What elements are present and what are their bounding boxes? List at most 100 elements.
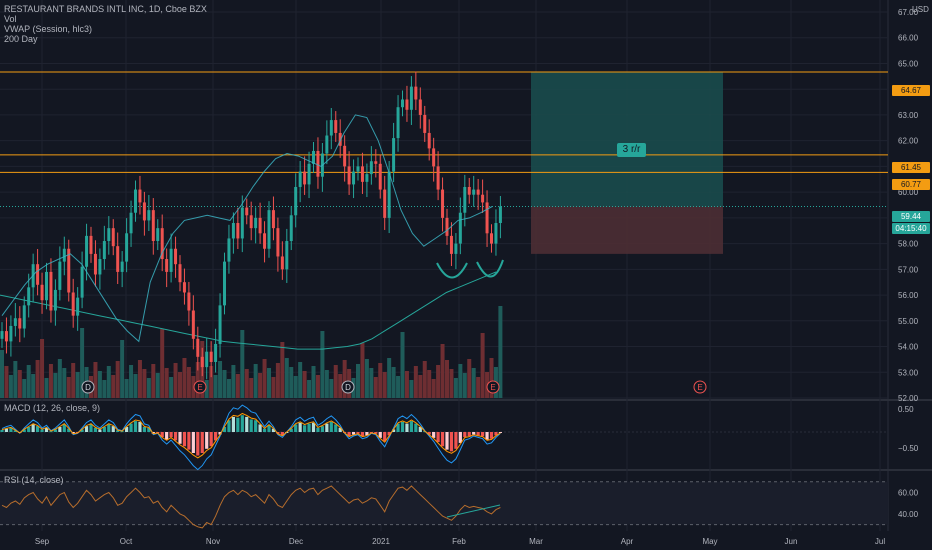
event-marker-letter: E [197, 383, 202, 392]
volume-bar [498, 306, 503, 398]
macd-histogram-bar [98, 429, 102, 432]
volume-bar [404, 371, 409, 398]
macd-histogram-bar [396, 423, 400, 432]
volume-bar [267, 368, 271, 398]
macd-histogram-bar [173, 432, 178, 441]
macd-histogram-bar [271, 428, 276, 432]
vwap-legend[interactable]: VWAP (Session, hlc3) [4, 24, 93, 34]
candle-body [89, 235, 93, 254]
volume-bar [436, 365, 441, 398]
volume-bar [142, 369, 147, 398]
candle-body [303, 171, 307, 185]
candle-body [187, 292, 191, 311]
macd-histogram-bar [489, 432, 494, 439]
macd-histogram-bar [80, 429, 84, 432]
volume-bar [364, 359, 369, 398]
volume-bar [62, 368, 67, 398]
macd-histogram-bar [142, 426, 146, 432]
candle-body [369, 161, 373, 175]
rsi-band [0, 481, 888, 525]
candle-body [120, 261, 124, 272]
candle-body [356, 166, 360, 172]
candle-body [45, 271, 48, 301]
risk-reward-label[interactable]: 3 r/r [617, 143, 646, 157]
macd-histogram-bar [258, 424, 262, 432]
candle-body [196, 338, 200, 357]
symbol-title[interactable]: RESTAURANT BRANDS INTL INC, 1D, Cboe BZX [4, 4, 207, 14]
candle-body [472, 189, 476, 195]
volume-bar [453, 378, 458, 398]
volume-bar [320, 331, 325, 398]
macd-histogram-bar [84, 426, 89, 432]
price-tick-label: 67.00 [898, 8, 919, 17]
volume-bar [244, 369, 249, 398]
macd-histogram-bar [147, 427, 151, 432]
position-stop-zone [531, 206, 723, 254]
candle-body [476, 189, 480, 195]
candle-body [40, 284, 44, 301]
macd-histogram-bar [360, 432, 365, 437]
macd-histogram-bar [67, 428, 71, 432]
candle-body [58, 261, 62, 290]
hline-price-tag[interactable]: 64.67 [892, 85, 930, 96]
candle-body [76, 297, 80, 316]
volume-bar [182, 358, 187, 398]
hline-price-tag[interactable]: 60.77 [892, 179, 930, 190]
candle-body [218, 305, 222, 344]
volume-bar [431, 379, 436, 398]
rsi-legend[interactable]: RSI (14, close) [4, 475, 64, 485]
volume-bar [409, 380, 414, 398]
candle-body [334, 120, 338, 133]
macd-histogram-bar [351, 432, 356, 435]
macd-histogram-bar [236, 417, 240, 432]
macd-legend[interactable]: MACD (12, 26, close, 9) [4, 403, 101, 413]
macd-histogram-bar [365, 432, 369, 436]
candle-body [267, 210, 271, 249]
last-price-tag: 59.44 [892, 211, 930, 222]
macd-histogram-bar [200, 432, 204, 453]
rsi-tick-label: 60.00 [898, 488, 919, 497]
macd-histogram-bar [463, 432, 467, 438]
bar-countdown: 04:15:40 [892, 223, 930, 234]
volume-bar [422, 361, 427, 398]
macd-histogram-bar [240, 415, 244, 432]
candle-body [102, 241, 106, 260]
macd-histogram-bar [289, 428, 293, 432]
candle-body [214, 343, 218, 362]
price-tick-label: 56.00 [898, 291, 919, 300]
macd-histogram-bar [169, 432, 173, 438]
candle-body [271, 210, 275, 229]
volume-bar [480, 333, 485, 398]
volume-legend[interactable]: Vol [4, 14, 17, 24]
macd-tick-label: −0.50 [898, 444, 919, 453]
time-axis-label: Feb [452, 537, 466, 546]
macd-histogram-bar [249, 419, 253, 432]
macd-histogram-bar [231, 416, 235, 432]
macd-histogram-bar [120, 431, 124, 433]
volume-bar [155, 373, 160, 398]
volume-bar [173, 363, 178, 398]
macd-histogram-bar [27, 426, 31, 432]
candle-body [62, 248, 66, 262]
candle-body [387, 171, 391, 218]
macd-histogram-bar [160, 432, 164, 438]
candle-body [147, 210, 151, 221]
price-tick-label: 57.00 [898, 265, 919, 274]
volume-bar [307, 380, 312, 398]
vwap-line [1, 114, 493, 343]
time-axis-label: Oct [120, 537, 133, 546]
macd-histogram-bar [13, 430, 17, 432]
volume-bar [209, 366, 214, 398]
ma-legend[interactable]: 200 Day [4, 34, 38, 44]
pane-separator [0, 399, 932, 401]
candle-body [396, 107, 400, 139]
candle-body [223, 261, 226, 306]
macd-histogram-bar [414, 423, 418, 432]
macd-tick-label: 0.50 [898, 405, 914, 414]
macd-histogram-bar [133, 421, 138, 432]
hline-price-tag[interactable]: 61.45 [892, 162, 930, 173]
volume-bar [48, 364, 53, 398]
candle-body [378, 163, 382, 190]
